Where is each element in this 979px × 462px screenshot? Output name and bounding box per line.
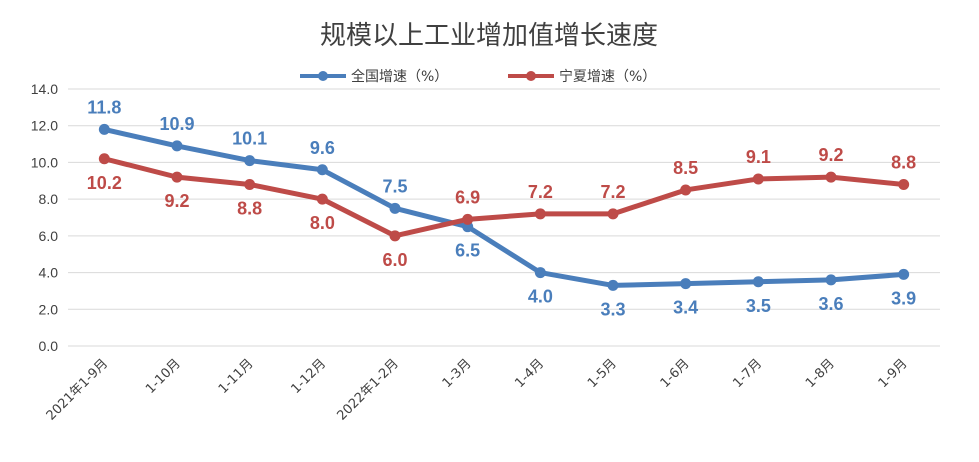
data-point-ningxia [534, 208, 546, 220]
x-tick-label: 1-3月 [440, 356, 475, 391]
x-tick-label: 1-8月 [803, 356, 838, 391]
series-line-national [101, 126, 907, 288]
y-tick-label: 10.0 [31, 154, 58, 170]
data-point-ningxia [389, 230, 401, 242]
data-label-ningxia: 6.0 [382, 250, 407, 270]
data-label-ningxia: 10.2 [87, 173, 122, 193]
data-point-national [244, 155, 256, 167]
x-tick-label: 1-11月 [216, 356, 257, 397]
data-label-ningxia: 9.2 [818, 145, 843, 165]
y-tick-label: 6.0 [39, 228, 59, 244]
y-tick-label: 2.0 [39, 301, 59, 317]
data-point-national [171, 140, 183, 152]
data-point-national [825, 274, 837, 286]
data-label-national: 3.3 [600, 299, 625, 319]
x-tick-label: 1-12月 [288, 356, 329, 397]
legend-item-national: 全国增速（%） [300, 68, 448, 85]
data-point-ningxia [607, 208, 619, 220]
data-point-ningxia [171, 171, 183, 183]
data-point-ningxia [316, 193, 328, 205]
legend: 全国增速（%） 宁夏增速（%） [300, 68, 656, 85]
y-tick-label: 12.0 [31, 118, 58, 134]
x-tick-label: 2021年1-9月 [44, 356, 111, 423]
data-label-national: 3.6 [818, 294, 843, 314]
y-tick-label: 4.0 [39, 265, 59, 281]
legend-label-national: 全国增速（%） [351, 68, 448, 85]
data-label-ningxia: 7.2 [528, 182, 553, 202]
legend-marker-national [318, 71, 328, 81]
data-point-ningxia [898, 178, 910, 190]
data-point-ningxia [98, 153, 110, 165]
gridlines [68, 88, 940, 347]
data-label-national: 10.1 [232, 129, 267, 149]
data-labels: 11.8 10.9 10.1 9.6 7.5 6.5 4.0 3.3 3.4 3.5 3.6 3.9 1… [87, 97, 916, 319]
data-point-national [316, 164, 328, 176]
data-label-national: 6.5 [455, 241, 480, 261]
data-label-ningxia: 8.8 [891, 152, 916, 172]
series-line-ningxia [101, 156, 907, 239]
data-label-national: 11.8 [87, 97, 121, 117]
data-point-ningxia [825, 171, 837, 183]
data-point-ningxia [462, 213, 474, 225]
data-point-national [607, 279, 619, 291]
data-label-ningxia: 8.0 [310, 213, 335, 233]
data-label-ningxia: 8.8 [237, 198, 262, 218]
data-label-national: 3.5 [746, 296, 771, 316]
data-point-ningxia [752, 173, 764, 185]
legend-marker-ningxia [526, 71, 536, 81]
x-tick-label: 1-4月 [512, 356, 547, 391]
x-axis: 2021年1-9月 1-10月 1-11月 1-12月 2022年1-2月 1-3月 1-4… [44, 356, 911, 423]
data-label-ningxia: 7.2 [600, 182, 625, 202]
data-label-national: 10.9 [159, 114, 194, 134]
y-tick-label: 14.0 [31, 81, 58, 97]
y-tick-label: 0.0 [39, 338, 59, 354]
data-label-ningxia: 6.9 [455, 187, 480, 207]
y-tick-label: 8.0 [39, 191, 59, 207]
data-point-national [680, 278, 692, 290]
x-tick-label: 1-7月 [730, 356, 765, 391]
y-axis: 0.0 2.0 4.0 6.0 8.0 10.0 12.0 14.0 [31, 81, 58, 354]
x-tick-label: 1-5月 [585, 356, 620, 391]
series-group [98, 123, 910, 291]
chart-title: 规模以上工业增加值增长速度 [320, 21, 658, 51]
legend-label-ningxia: 宁夏增速（%） [559, 68, 656, 85]
data-label-ningxia: 9.1 [746, 147, 771, 167]
data-label-ningxia: 9.2 [164, 191, 189, 211]
data-label-national: 9.6 [310, 138, 335, 158]
data-point-national [752, 276, 764, 288]
data-label-national: 7.5 [382, 176, 407, 196]
data-point-national [898, 268, 910, 280]
legend-item-ningxia: 宁夏增速（%） [508, 68, 656, 85]
data-point-national [389, 202, 401, 214]
x-tick-label: 1-10月 [143, 356, 184, 397]
data-label-national: 3.4 [673, 298, 698, 318]
x-tick-label: 2022年1-2月 [334, 356, 401, 423]
data-label-national: 4.0 [528, 287, 553, 307]
x-tick-label: 1-6月 [658, 356, 693, 391]
data-point-ningxia [680, 184, 692, 196]
data-point-national [98, 123, 110, 135]
x-tick-label: 1-9月 [876, 356, 911, 391]
data-label-ningxia: 8.5 [673, 158, 698, 178]
data-point-ningxia [244, 178, 256, 190]
data-label-national: 3.9 [891, 288, 916, 308]
data-point-national [534, 267, 546, 279]
